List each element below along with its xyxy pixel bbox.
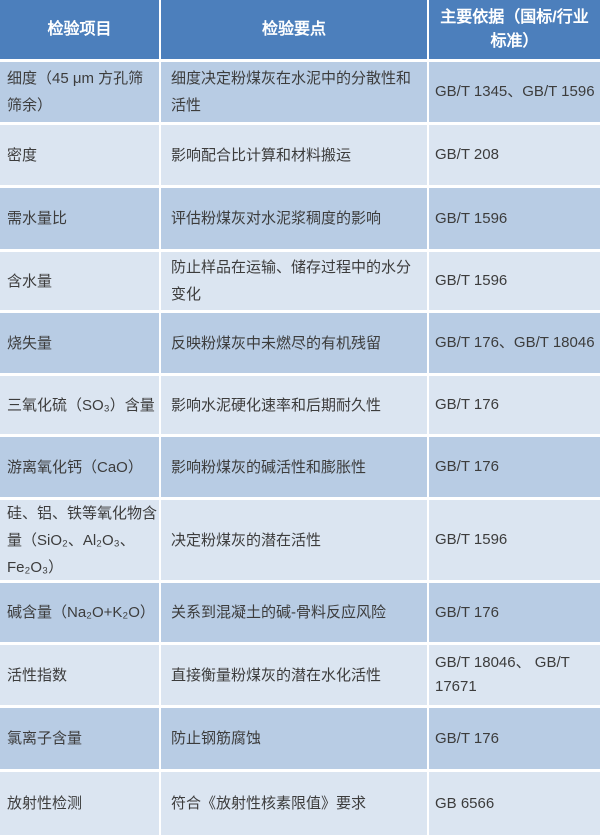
table-row-1-basis-cell: GB/T 208 (429, 125, 600, 188)
header-cell-item: 检验项目 (0, 0, 161, 62)
header-cell-point: 检验要点 (161, 0, 429, 62)
table-row-5-item-cell: 三氧化硫（SO₃）含量 (0, 376, 161, 437)
table-row-7-point-cell: 决定粉煤灰的潜在活性 (161, 500, 429, 583)
table-row-3-item-cell: 含水量 (0, 252, 161, 313)
table-row-9-basis-cell: GB/T 18046、 GB/T 17671 (429, 645, 600, 708)
table-row-10-basis-cell: GB/T 176 (429, 708, 600, 772)
table-row-11-point-cell: 符合《放射性核素限值》要求 (161, 772, 429, 835)
table-row-11-item-cell: 放射性检测 (0, 772, 161, 835)
table-row-10-point-cell: 防止钢筋腐蚀 (161, 708, 429, 772)
table-row-0-point-cell: 细度决定粉煤灰在水泥中的分散性和活性 (161, 62, 429, 125)
table-row-4-basis-cell: GB/T 176、GB/T 18046 (429, 313, 600, 376)
table-row-8-point-cell: 关系到混凝土的碱-骨料反应风险 (161, 583, 429, 645)
table-row-5-basis-cell: GB/T 176 (429, 376, 600, 437)
header-cell-basis: 主要依据（国标/行业标准） (429, 0, 600, 62)
table-row-1-item-cell: 密度 (0, 125, 161, 188)
table-row-9-point-cell: 直接衡量粉煤灰的潜在水化活性 (161, 645, 429, 708)
table-row-6-item-cell: 游离氧化钙（CaO） (0, 437, 161, 500)
table-row-8-basis-cell: GB/T 176 (429, 583, 600, 645)
table-row-2-point-cell: 评估粉煤灰对水泥浆稠度的影响 (161, 188, 429, 252)
table-row-11-basis-cell: GB 6566 (429, 772, 600, 835)
table-row-2-item-cell: 需水量比 (0, 188, 161, 252)
table-row-6-point-cell: 影响粉煤灰的碱活性和膨胀性 (161, 437, 429, 500)
table-row-4-item-cell: 烧失量 (0, 313, 161, 376)
table-row-3-basis-cell: GB/T 1596 (429, 252, 600, 313)
table-row-8-item-cell: 碱含量（Na₂O+K₂O） (0, 583, 161, 645)
table-row-4-point-cell: 反映粉煤灰中未燃尽的有机残留 (161, 313, 429, 376)
table-row-7-basis-cell: GB/T 1596 (429, 500, 600, 583)
table-row-10-item-cell: 氯离子含量 (0, 708, 161, 772)
table-row-7-item-cell: 硅、铝、铁等氧化物含量（SiO₂、Al₂O₃、Fe₂O₃） (0, 500, 161, 583)
table-row-0-basis-cell: GB/T 1345、GB/T 1596 (429, 62, 600, 125)
table-row-5-point-cell: 影响水泥硬化速率和后期耐久性 (161, 376, 429, 437)
table-row-0-item-cell: 细度（45 μm 方孔筛筛余） (0, 62, 161, 125)
table-row-6-basis-cell: GB/T 176 (429, 437, 600, 500)
table-row-2-basis-cell: GB/T 1596 (429, 188, 600, 252)
table-row-1-point-cell: 影响配合比计算和材料搬运 (161, 125, 429, 188)
table-row-3-point-cell: 防止样品在运输、储存过程中的水分变化 (161, 252, 429, 313)
table-row-9-item-cell: 活性指数 (0, 645, 161, 708)
